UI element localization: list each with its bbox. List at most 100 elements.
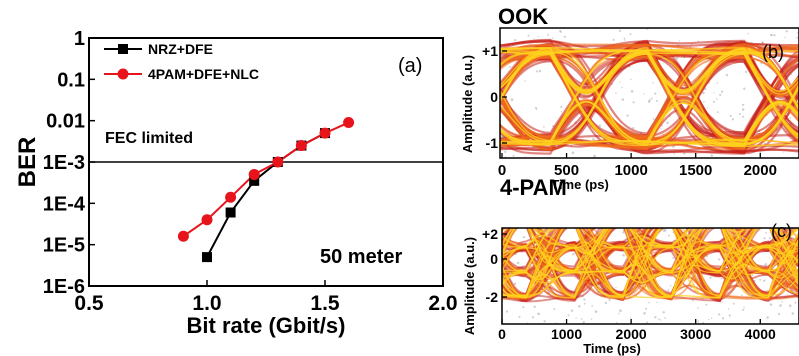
eye-noise-dot bbox=[504, 150, 507, 153]
pam4-data-point bbox=[343, 117, 355, 129]
eye-noise-dot bbox=[759, 151, 762, 154]
eye-noise-dot bbox=[598, 124, 602, 127]
ook-y-axis-label: Amplitude (a.u.) bbox=[460, 55, 475, 153]
ber-x-axis-label: Bit rate (Gbit/s) bbox=[187, 313, 346, 338]
pam4-ticks: 0 1000 2000 3000 4000 +2 0 -2 bbox=[482, 226, 776, 342]
pam4-title: 4-PAM bbox=[500, 175, 567, 200]
eye-noise-dot bbox=[763, 237, 766, 240]
eye-trace bbox=[500, 57, 799, 154]
eye-noise-dot bbox=[644, 307, 648, 310]
eye-noise-dot bbox=[783, 151, 785, 153]
ber-ticks: 0.5 1.0 1.5 2.0 1 0.1 0.01 1E-3 1E-4 1E-5 1E-6 bbox=[43, 28, 458, 315]
eye-noise-dot bbox=[622, 253, 625, 257]
ook-title: OOK bbox=[498, 4, 548, 29]
eye-noise-dot bbox=[705, 303, 708, 306]
pam4-data-point bbox=[201, 214, 213, 226]
eye-noise-dot bbox=[728, 314, 731, 317]
eye-noise-dot bbox=[779, 304, 782, 307]
eye-trace bbox=[502, 228, 799, 297]
eye-noise-dot bbox=[648, 99, 651, 102]
eye-noise-dot bbox=[784, 36, 786, 39]
eye-noise-dot bbox=[531, 316, 535, 319]
ook-x-tick-label: 1000 bbox=[614, 162, 647, 179]
eye-trace bbox=[500, 51, 799, 146]
eye-noise-dot bbox=[654, 92, 657, 95]
eye-noise-dot bbox=[533, 38, 535, 40]
eye-noise-dot bbox=[738, 112, 741, 116]
eye-noise-dot bbox=[570, 309, 574, 313]
eye-trace bbox=[533, 228, 799, 297]
eye-noise-dot bbox=[615, 321, 618, 324]
pam4-y-axis-label: Amplitude (a.u.) bbox=[462, 237, 477, 335]
eye-noise-dot bbox=[593, 154, 596, 158]
eye-noise-dot bbox=[769, 33, 773, 37]
eye-noise-dot bbox=[533, 305, 536, 309]
eye-noise-dot bbox=[725, 73, 729, 77]
eye-noise-dot bbox=[732, 302, 735, 305]
eye-trace bbox=[502, 228, 799, 280]
eye-trace bbox=[502, 228, 799, 300]
eye-noise-dot bbox=[580, 318, 583, 320]
eye-noise-dot bbox=[630, 317, 632, 319]
eye-noise-dot bbox=[673, 152, 676, 155]
eye-noise-dot bbox=[621, 86, 623, 89]
ber-y-tick-label: 1 bbox=[74, 28, 85, 50]
eye-noise-dot bbox=[543, 125, 545, 128]
eye-trace bbox=[500, 49, 799, 144]
pam4-x-tick-label: 1000 bbox=[551, 326, 582, 342]
eye-noise-dot bbox=[652, 82, 654, 84]
ber-y-tick-label: 1E-5 bbox=[43, 235, 85, 257]
eye-noise-dot bbox=[672, 256, 675, 259]
eye-noise-dot bbox=[560, 105, 563, 109]
ook-y-tick-label: -1 bbox=[486, 135, 499, 151]
eye-noise-dot bbox=[619, 309, 622, 312]
eye-noise-dot bbox=[771, 34, 773, 37]
eye-noise-dot bbox=[666, 121, 669, 125]
eye-noise-dot bbox=[630, 78, 632, 81]
eye-noise-dot bbox=[662, 229, 666, 233]
ber-x-tick-label: 2.0 bbox=[428, 292, 457, 315]
eye-noise-dot bbox=[766, 316, 769, 319]
eye-noise-dot bbox=[650, 97, 653, 100]
eye-noise-dot bbox=[537, 312, 540, 316]
eye-noise-dot bbox=[751, 274, 754, 277]
eye-trace bbox=[500, 50, 799, 146]
nrz-data-point bbox=[202, 252, 212, 263]
eye-noise-dot bbox=[522, 235, 526, 239]
legend-label-nrz: NRZ+DFE bbox=[148, 41, 213, 57]
eye-noise-dot bbox=[796, 32, 799, 34]
ber-chart: 0.5 1.0 1.5 2.0 1 0.1 0.01 1E-3 1E-4 1E-5 1E-6 (a)… bbox=[14, 28, 458, 338]
eye-noise-dot bbox=[721, 301, 723, 303]
eye-trace bbox=[500, 53, 799, 134]
pam4-eye-traces bbox=[502, 228, 799, 324]
eye-noise-dot bbox=[791, 312, 795, 315]
eye-noise-dot bbox=[583, 302, 586, 305]
eye-trace bbox=[500, 51, 799, 143]
pam4-data-point bbox=[295, 140, 307, 152]
eye-noise-dot bbox=[571, 151, 575, 155]
eye-noise-dot bbox=[727, 308, 730, 310]
eye-trace bbox=[500, 85, 799, 145]
eye-trace bbox=[500, 55, 799, 148]
eye-noise-dot bbox=[538, 69, 542, 73]
pam4-data-point bbox=[272, 156, 284, 168]
eye-noise-dot bbox=[514, 39, 517, 42]
eye-noise-dot bbox=[536, 70, 539, 73]
panel-label-a: (a) bbox=[398, 55, 422, 77]
ber-y-axis-label: BER bbox=[14, 137, 41, 188]
ook-x-tick-label: 0 bbox=[498, 162, 506, 179]
eye-noise-dot bbox=[743, 306, 745, 309]
pam4-plot-frame bbox=[501, 227, 799, 325]
eye-noise-dot bbox=[745, 70, 748, 74]
eye-noise-dot bbox=[794, 301, 797, 304]
eye-noise-dot bbox=[626, 114, 629, 117]
eye-trace bbox=[502, 231, 799, 300]
eye-noise-dot bbox=[537, 35, 539, 38]
eye-noise-dot bbox=[769, 303, 773, 306]
eye-noise-dot bbox=[721, 317, 725, 320]
eye-trace bbox=[502, 228, 799, 296]
eye-noise-dot bbox=[591, 305, 594, 307]
eye-noise-dot bbox=[709, 276, 712, 279]
eye-noise-dot bbox=[678, 40, 681, 42]
eye-noise-dot bbox=[720, 277, 723, 280]
